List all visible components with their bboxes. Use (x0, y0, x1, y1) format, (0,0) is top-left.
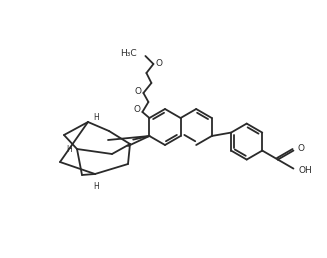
Text: H: H (66, 144, 72, 154)
Text: H: H (93, 112, 99, 122)
Text: H: H (93, 182, 99, 191)
Text: OH: OH (299, 166, 312, 175)
Text: O: O (133, 106, 140, 115)
Text: O: O (134, 86, 141, 95)
Text: H₃C: H₃C (120, 50, 136, 59)
Text: O: O (155, 60, 163, 69)
Text: O: O (298, 144, 304, 153)
